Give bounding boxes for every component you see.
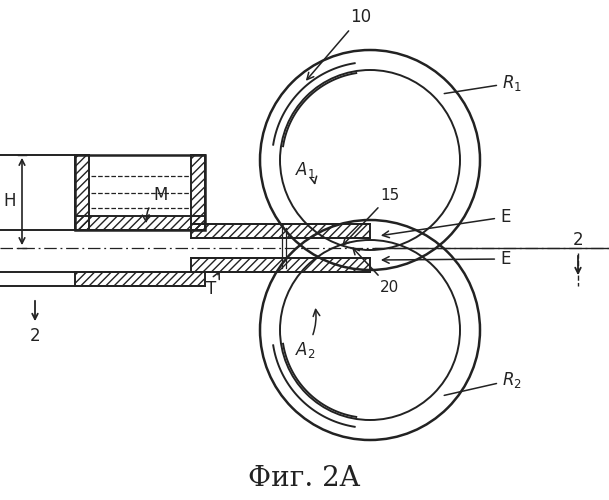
Bar — [75, 216, 205, 230]
Text: 2: 2 — [572, 231, 583, 249]
Text: M: M — [143, 186, 167, 222]
Text: H: H — [4, 192, 16, 210]
Bar — [75, 155, 89, 230]
Bar — [191, 224, 370, 238]
Bar — [75, 272, 205, 286]
Text: 15: 15 — [343, 188, 400, 244]
Bar — [191, 155, 205, 230]
Text: Фиг. 2A: Фиг. 2A — [248, 464, 360, 491]
Text: $R_2$: $R_2$ — [444, 370, 522, 396]
Text: $A_2$: $A_2$ — [295, 310, 320, 360]
Text: 20: 20 — [353, 248, 400, 295]
Bar — [75, 155, 205, 230]
Text: $A_1$: $A_1$ — [295, 160, 317, 184]
Text: 10: 10 — [307, 8, 371, 80]
Bar — [191, 258, 370, 272]
Bar — [75, 155, 205, 230]
Text: E: E — [382, 250, 510, 268]
Text: 2: 2 — [30, 327, 40, 345]
Text: E: E — [382, 208, 510, 238]
Text: $R_1$: $R_1$ — [444, 73, 522, 94]
Text: T: T — [206, 272, 219, 298]
